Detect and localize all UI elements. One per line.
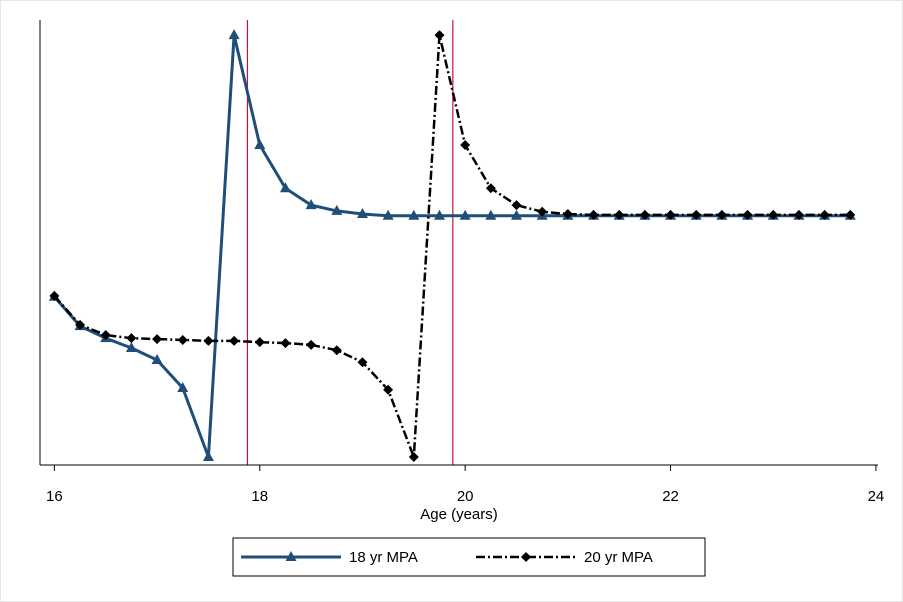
data-point [203, 335, 214, 346]
data-point [408, 209, 420, 220]
x-tick-label: 20 [457, 488, 474, 505]
data-point [434, 30, 445, 41]
data-point [229, 335, 240, 346]
data-point [433, 209, 445, 220]
data-point [331, 204, 343, 215]
data-point [768, 209, 779, 220]
data-point [793, 209, 804, 220]
data-point [614, 209, 625, 220]
data-point [49, 290, 60, 301]
data-point [562, 209, 573, 220]
data-point [356, 208, 368, 219]
data-point [306, 339, 317, 350]
data-point [177, 334, 188, 345]
data-point [485, 183, 496, 194]
data-point [357, 357, 368, 368]
data-point [383, 384, 394, 395]
data-point [382, 209, 394, 220]
legend-marker [285, 551, 297, 561]
data-point [126, 333, 137, 344]
data-point [254, 139, 266, 150]
data-point [460, 140, 471, 151]
data-point [254, 337, 265, 348]
data-point [459, 209, 471, 220]
data-point [511, 209, 523, 220]
legend-marker [521, 552, 531, 562]
data-point [691, 209, 702, 220]
data-point [716, 209, 727, 220]
legend-label: 18 yr MPA [349, 549, 418, 566]
data-point [151, 353, 163, 364]
data-point [331, 345, 342, 356]
data-point [177, 382, 189, 393]
data-point [639, 209, 650, 220]
data-point [485, 209, 497, 220]
x-tick-label: 18 [251, 488, 268, 505]
legend-box [232, 537, 706, 577]
data-point [280, 338, 291, 349]
legend-label: 20 yr MPA [584, 549, 653, 566]
x-tick-label: 22 [662, 488, 679, 505]
x-tick-label: 24 [868, 488, 885, 505]
data-point [202, 450, 214, 461]
data-point [75, 319, 86, 330]
data-point [125, 341, 137, 352]
data-point [537, 206, 548, 217]
data-point [408, 451, 419, 462]
data-point [152, 334, 163, 345]
data-point [819, 209, 830, 220]
data-point [305, 199, 317, 210]
data-point [665, 209, 676, 220]
x-tick-label: 16 [46, 488, 63, 505]
data-point [228, 29, 240, 40]
data-point [742, 209, 753, 220]
data-point [845, 209, 856, 220]
data-point [100, 330, 111, 341]
x-axis-label: Age (years) [420, 506, 498, 523]
data-point [588, 209, 599, 220]
data-point [279, 182, 291, 193]
data-point [511, 200, 522, 211]
